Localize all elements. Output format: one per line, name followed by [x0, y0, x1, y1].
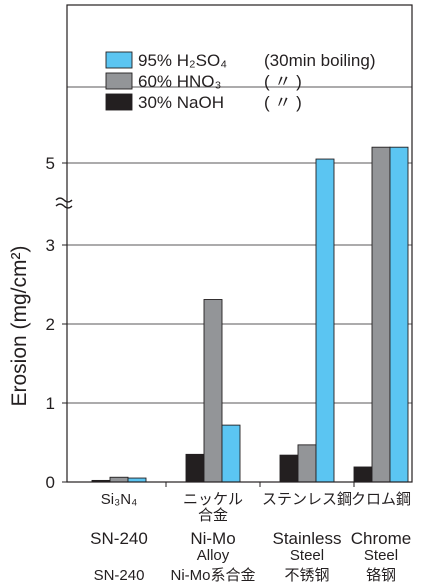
legend-note: ( 〃 )	[264, 93, 302, 112]
category-label: ニッケル	[182, 491, 243, 508]
y-tick-label: 5	[46, 154, 55, 173]
legend-label: 60% HNO₃	[138, 72, 221, 91]
legend-note: (30min boiling)	[264, 51, 376, 70]
y-tick-label: 2	[46, 315, 55, 334]
axes	[55, 4, 413, 487]
bar	[279, 454, 299, 483]
bar	[203, 299, 223, 483]
bar	[109, 476, 129, 483]
bar	[371, 146, 391, 483]
category-label: Steel	[363, 547, 399, 564]
bar	[353, 466, 373, 483]
category-label: 合金	[197, 507, 228, 524]
legend-swatch	[105, 93, 133, 111]
category-label: SN-240	[90, 529, 148, 548]
category-label: クロム鋼	[350, 491, 411, 508]
category-label: Ni-Mo	[190, 529, 236, 548]
bars	[91, 146, 409, 483]
y-tick-label: 3	[46, 236, 55, 255]
legend-label: 95% H₂SO₄	[138, 51, 227, 70]
category-label: Chrome	[350, 529, 412, 548]
category-label: Alloy	[196, 547, 230, 564]
y-tick-label: 1	[46, 394, 55, 413]
legend-swatch	[105, 72, 133, 90]
bar	[221, 424, 241, 483]
axis-break-mark	[55, 203, 73, 209]
category-label: Si₃N₄	[100, 491, 138, 508]
axis-break-mark	[55, 197, 73, 203]
category-label: 铬钢	[365, 567, 396, 584]
bar	[297, 444, 317, 483]
bar	[185, 453, 205, 483]
legend: 95% H₂SO₄ (30min boiling) 60% HNO₃ ( 〃 ) 30%…	[105, 51, 376, 112]
category-label: ステンレス鋼	[261, 491, 352, 508]
legend-label: 30% NaOH	[138, 93, 224, 112]
grid-lines	[67, 86, 412, 404]
bar	[389, 146, 409, 483]
category-label: Ni-Mo系合金	[170, 567, 256, 584]
legend-swatch	[105, 51, 133, 69]
plot-frame	[66, 4, 413, 483]
category-label: Steel	[289, 547, 325, 564]
category-label: Stainless	[272, 529, 342, 548]
legend-note: ( 〃 )	[264, 72, 302, 91]
y-tick-label: 0	[46, 473, 55, 492]
bar	[315, 158, 335, 483]
y-axis-label: Erosion (mg/cm²)	[8, 245, 31, 407]
category-label: 不锈钢	[284, 567, 330, 584]
y-tick-labels: 0 1 2 3 5	[46, 154, 55, 492]
category-label: SN-240	[93, 567, 145, 584]
